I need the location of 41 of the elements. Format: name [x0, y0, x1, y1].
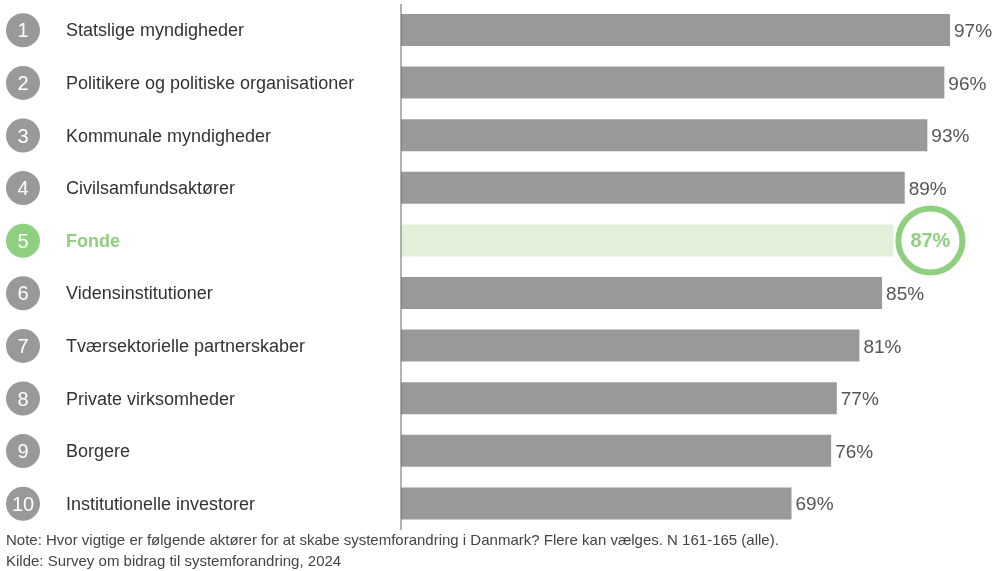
y-tick-label: Civilsamfundsaktører [66, 178, 236, 199]
text: 10 [11, 492, 35, 515]
y-tick-label: Borgere [66, 441, 131, 462]
text: 7 [17, 334, 29, 357]
y-tick-label: Institutionelle investorer [66, 493, 256, 514]
y-tick-label: Fonde [66, 230, 120, 251]
text: Note: Hvor vigtige er følgende aktører for at skabe systemforandring i Danmark? Flere kan vælges. N 161-165 (alle). [6, 530, 779, 550]
bar [401, 171, 905, 204]
y-tick-label: Tværsektorielle partnerskaber [66, 335, 306, 356]
text: 3 [17, 124, 29, 147]
bar [401, 66, 945, 99]
bar [401, 487, 792, 520]
y-tick-label: Vidensinstitutioner [66, 283, 213, 304]
text: Kilde: Survey om bidrag til systemforandring, 2024 [6, 551, 343, 571]
data-label: 76% [835, 440, 874, 462]
bar [401, 382, 837, 415]
y-tick-label: Private virksomheder [66, 388, 236, 409]
bar [401, 329, 860, 362]
text: 6 [17, 282, 29, 305]
data-label: 97% [954, 20, 993, 41]
data-label: 69% [795, 493, 834, 515]
bar [401, 434, 832, 467]
text: 1 [17, 19, 29, 42]
data-label: 93% [931, 125, 970, 147]
data-label: 81% [863, 335, 902, 357]
data-label: 87% [910, 229, 951, 252]
bar [401, 277, 883, 309]
text: 2 [17, 71, 29, 94]
data-label: 96% [948, 72, 987, 94]
data-label: 89% [908, 177, 947, 199]
text: 9 [17, 440, 29, 463]
text: 5 [17, 229, 29, 252]
y-tick-label: Kommunale myndigheder [66, 125, 272, 146]
data-label: 77% [840, 388, 879, 410]
bar [401, 119, 928, 152]
text: 4 [17, 177, 29, 200]
y-tick-label: Statslige myndigheder [66, 20, 245, 41]
bar [401, 14, 950, 46]
y-tick-label: Politikere og politiske organisationer [66, 72, 355, 93]
data-label: 85% [886, 283, 925, 304]
text: 8 [17, 387, 29, 410]
